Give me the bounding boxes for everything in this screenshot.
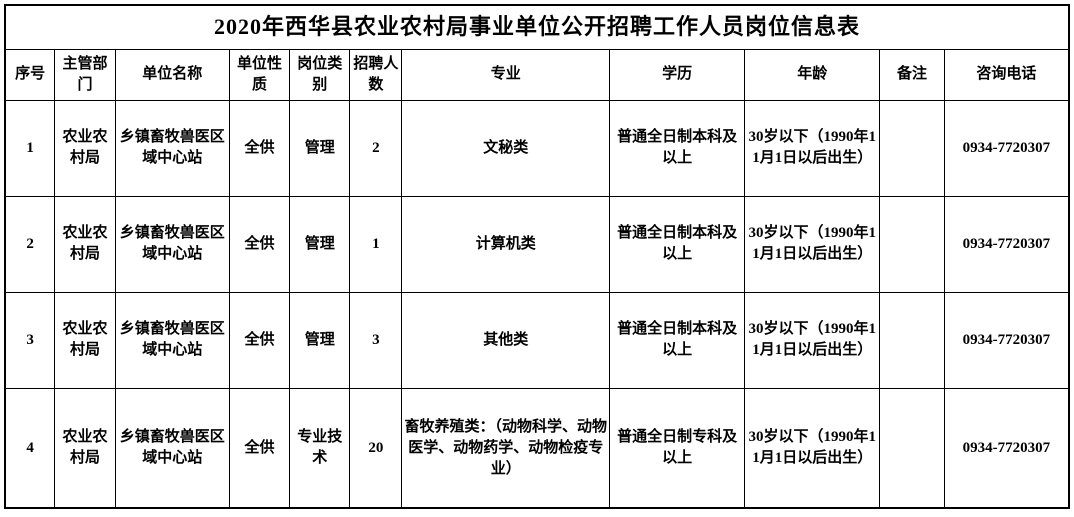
cell-remark: [880, 388, 944, 508]
cell-unit: 乡镇畜牧兽医区域中心站: [115, 388, 229, 508]
col-header-remark: 备注: [880, 49, 944, 100]
cell-dept: 农业农村局: [55, 100, 115, 196]
table-row: 2农业农村局乡镇畜牧兽医区域中心站全供管理1计算机类普通全日制本科及以上30岁以…: [5, 196, 1069, 292]
col-header-major: 专业: [402, 49, 610, 100]
cell-phone: 0934-7720307: [944, 196, 1069, 292]
cell-seq: 2: [5, 196, 55, 292]
cell-unit: 乡镇畜牧兽医区域中心站: [115, 100, 229, 196]
col-header-age: 年龄: [745, 49, 880, 100]
cell-edu: 普通全日制本科及以上: [610, 292, 745, 388]
cell-nature: 全供: [229, 388, 289, 508]
table-row: 3农业农村局乡镇畜牧兽医区域中心站全供管理3其他类普通全日制本科及以上30岁以下…: [5, 292, 1069, 388]
table-container: 2020年西华县农业农村局事业单位公开招聘工作人员岗位信息表 序号主管部门单位名…: [4, 4, 1070, 509]
col-header-edu: 学历: [610, 49, 745, 100]
recruitment-table: 2020年西华县农业农村局事业单位公开招聘工作人员岗位信息表 序号主管部门单位名…: [4, 4, 1070, 509]
cell-nature: 全供: [229, 100, 289, 196]
cell-count: 1: [350, 196, 402, 292]
cell-postType: 管理: [290, 292, 350, 388]
col-header-seq: 序号: [5, 49, 55, 100]
cell-remark: [880, 100, 944, 196]
cell-dept: 农业农村局: [55, 292, 115, 388]
cell-count: 2: [350, 100, 402, 196]
cell-major: 计算机类: [402, 196, 610, 292]
cell-postType: 管理: [290, 100, 350, 196]
cell-age: 30岁以下（1990年11月1日以后出生）: [745, 100, 880, 196]
cell-age: 30岁以下（1990年11月1日以后出生）: [745, 388, 880, 508]
table-row: 1农业农村局乡镇畜牧兽医区域中心站全供管理2文秘类普通全日制本科及以上30岁以下…: [5, 100, 1069, 196]
cell-edu: 普通全日制专科及以上: [610, 388, 745, 508]
cell-age: 30岁以下（1990年11月1日以后出生）: [745, 292, 880, 388]
cell-nature: 全供: [229, 292, 289, 388]
cell-postType: 专业技术: [290, 388, 350, 508]
cell-seq: 4: [5, 388, 55, 508]
cell-count: 3: [350, 292, 402, 388]
cell-dept: 农业农村局: [55, 196, 115, 292]
cell-seq: 1: [5, 100, 55, 196]
col-header-phone: 咨询电话: [944, 49, 1069, 100]
col-header-nature: 单位性质: [229, 49, 289, 100]
cell-edu: 普通全日制本科及以上: [610, 196, 745, 292]
cell-postType: 管理: [290, 196, 350, 292]
title-row: 2020年西华县农业农村局事业单位公开招聘工作人员岗位信息表: [5, 5, 1069, 49]
cell-major: 畜牧养殖类：（动物科学、动物医学、动物药学、动物检疫专业）: [402, 388, 610, 508]
table-body: 1农业农村局乡镇畜牧兽医区域中心站全供管理2文秘类普通全日制本科及以上30岁以下…: [5, 100, 1069, 508]
col-header-postType: 岗位类别: [290, 49, 350, 100]
col-header-unit: 单位名称: [115, 49, 229, 100]
page-title: 2020年西华县农业农村局事业单位公开招聘工作人员岗位信息表: [5, 5, 1069, 49]
col-header-count: 招聘人数: [350, 49, 402, 100]
cell-remark: [880, 196, 944, 292]
cell-seq: 3: [5, 292, 55, 388]
cell-count: 20: [350, 388, 402, 508]
cell-phone: 0934-7720307: [944, 292, 1069, 388]
cell-phone: 0934-7720307: [944, 100, 1069, 196]
cell-unit: 乡镇畜牧兽医区域中心站: [115, 292, 229, 388]
cell-remark: [880, 292, 944, 388]
col-header-dept: 主管部门: [55, 49, 115, 100]
cell-unit: 乡镇畜牧兽医区域中心站: [115, 196, 229, 292]
cell-nature: 全供: [229, 196, 289, 292]
cell-major: 文秘类: [402, 100, 610, 196]
cell-age: 30岁以下（1990年11月1日以后出生）: [745, 196, 880, 292]
cell-major: 其他类: [402, 292, 610, 388]
header-row: 序号主管部门单位名称单位性质岗位类别招聘人数专业学历年龄备注咨询电话: [5, 49, 1069, 100]
cell-dept: 农业农村局: [55, 388, 115, 508]
table-row: 4农业农村局乡镇畜牧兽医区域中心站全供专业技术20畜牧养殖类：（动物科学、动物医…: [5, 388, 1069, 508]
cell-phone: 0934-7720307: [944, 388, 1069, 508]
cell-edu: 普通全日制本科及以上: [610, 100, 745, 196]
